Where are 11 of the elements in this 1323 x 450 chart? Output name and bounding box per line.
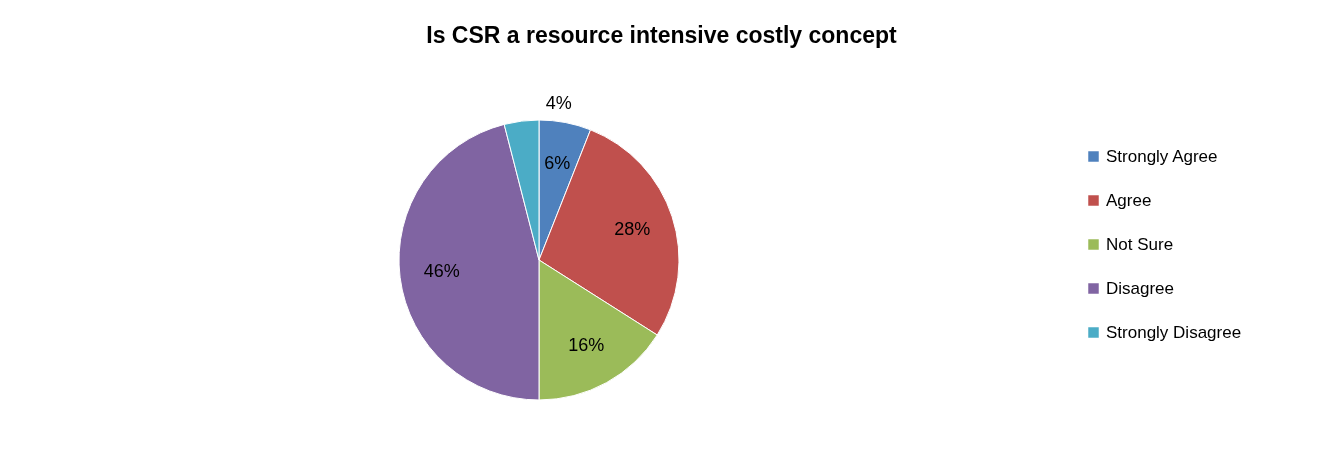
- legend-label: Strongly Disagree: [1106, 322, 1242, 342]
- legend-label: Disagree: [1106, 278, 1175, 298]
- data-label: 4%: [545, 93, 572, 114]
- legend-label: Agree: [1106, 190, 1152, 210]
- data-label: 46%: [423, 261, 460, 282]
- data-label: 16%: [568, 334, 605, 355]
- data-label: 28%: [614, 218, 651, 239]
- legend-label: Not Sure: [1106, 234, 1174, 254]
- data-label: 6%: [544, 152, 571, 173]
- chart-title: Is CSR a resource intensive costly concept: [426, 22, 898, 48]
- legend-label: Strongly Agree: [1106, 146, 1218, 166]
